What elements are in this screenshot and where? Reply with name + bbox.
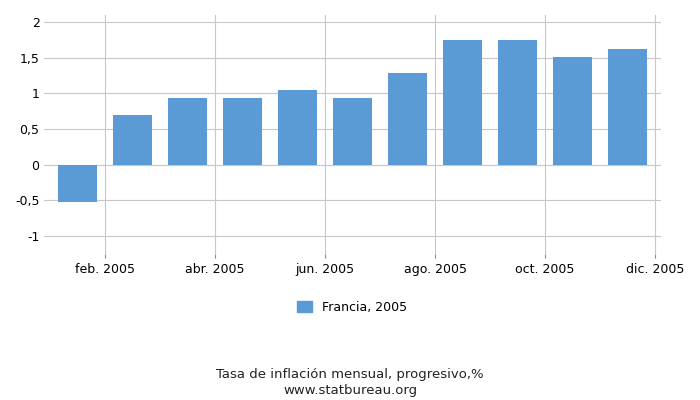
Bar: [113, 115, 152, 164]
Bar: [608, 49, 647, 164]
Legend: Francia, 2005: Francia, 2005: [293, 296, 412, 318]
Bar: [278, 90, 316, 164]
Text: www.statbureau.org: www.statbureau.org: [283, 384, 417, 397]
Bar: [389, 73, 427, 164]
Bar: [168, 98, 206, 164]
Bar: [554, 57, 592, 164]
Text: Tasa de inflación mensual, progresivo,%: Tasa de inflación mensual, progresivo,%: [216, 368, 484, 381]
Bar: [223, 98, 262, 164]
Bar: [498, 40, 537, 164]
Bar: [443, 40, 482, 164]
Bar: [333, 98, 372, 164]
Bar: [58, 164, 97, 202]
